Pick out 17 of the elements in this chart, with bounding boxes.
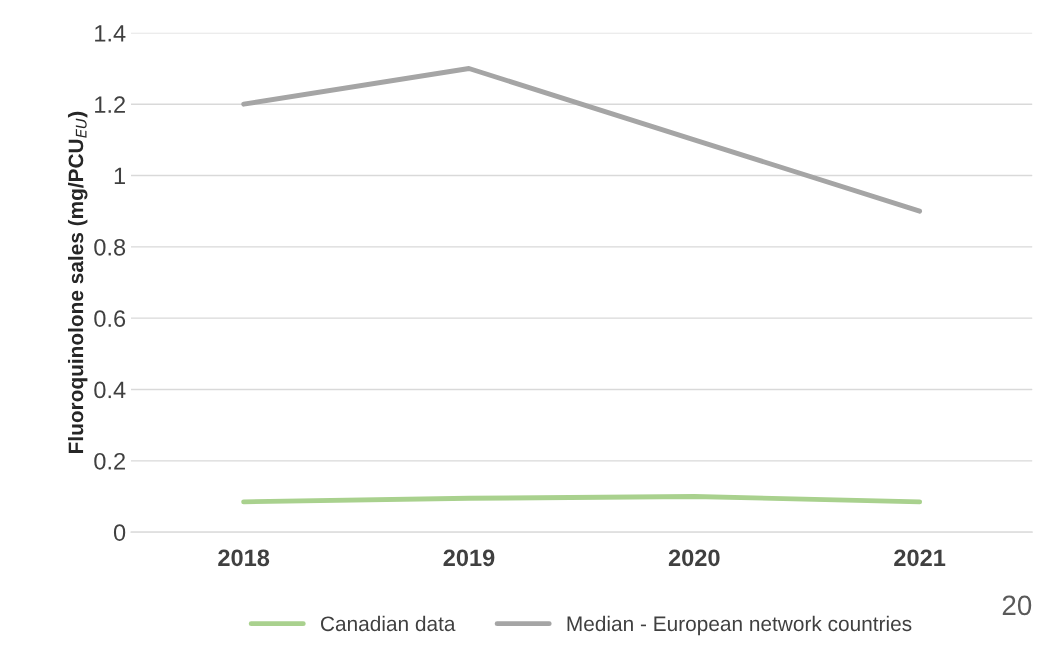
y-tick-label: 1.2 — [95, 96, 125, 113]
x-tick-label: 2021 — [894, 549, 946, 567]
y-axis-title: Fluoroquinolone sales (mg/PCU$_{EU}$) — [67, 111, 88, 453]
y-tick-label: 0.6 — [94, 310, 126, 327]
y-tick-label: 1 — [114, 167, 125, 185]
y-tick-label: 0 — [113, 524, 126, 541]
x-tick-label: 2019 — [443, 549, 495, 567]
line-series — [241, 66, 923, 214]
y-tick-label: 0.4 — [94, 381, 126, 399]
x-tick-label: 2018 — [218, 549, 270, 567]
text: 20 — [1002, 595, 1032, 616]
y-tick-label: 0.2 — [94, 452, 125, 470]
legend-label: Canadian data — [320, 615, 456, 632]
y-tick-label: 1.4 — [95, 25, 126, 42]
y-tick-label: 0.8 — [94, 238, 126, 256]
legend-label: Median - European network countries — [567, 615, 912, 636]
x-tick-label: 2020 — [668, 549, 720, 567]
